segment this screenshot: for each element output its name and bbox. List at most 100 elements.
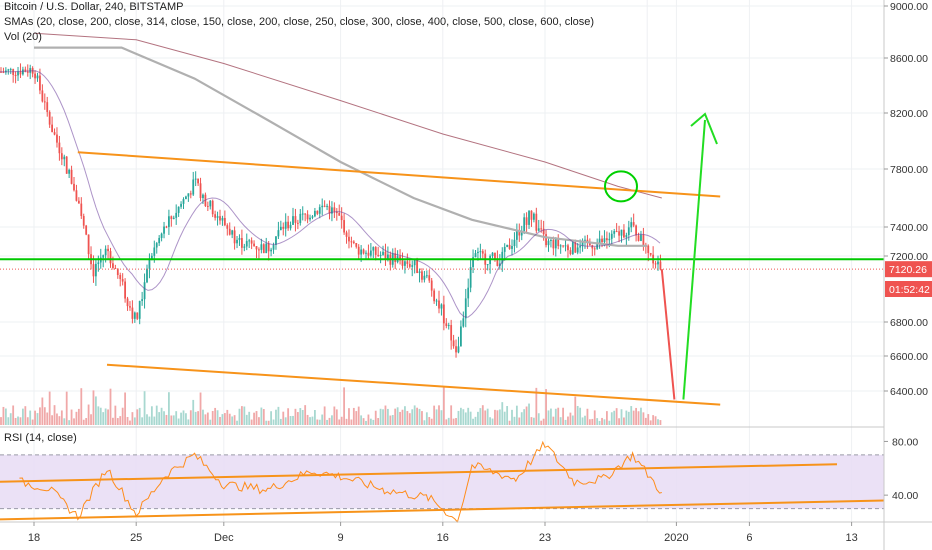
candle-body [501, 251, 504, 264]
candle-body [345, 232, 348, 237]
volume-bar [262, 409, 265, 425]
volume-bar [29, 410, 32, 425]
volume-bar [508, 420, 511, 425]
volume-bar [277, 406, 280, 425]
volume-bar [387, 408, 389, 425]
volume-bar [644, 417, 647, 425]
volume-bar [260, 407, 263, 425]
sma-gray-line [34, 46, 648, 247]
volume-bar [515, 405, 518, 425]
candle-body [75, 190, 78, 201]
candle-body [306, 214, 309, 220]
volume-bar [467, 407, 470, 425]
candle-body [97, 262, 100, 264]
candle-body [438, 300, 440, 309]
candle-body [124, 281, 126, 299]
candle-body [627, 227, 630, 236]
volume-bar [620, 409, 623, 425]
candle-body [7, 69, 10, 71]
candle-body [126, 298, 129, 307]
candle-body [299, 213, 302, 224]
volume-bar [343, 387, 345, 425]
volume-bar [511, 409, 513, 425]
candle-body [365, 252, 367, 254]
time-tick-label: 9 [338, 532, 344, 544]
volume-bar [299, 408, 302, 425]
volume-bar [328, 417, 331, 425]
candle-body [284, 221, 287, 229]
candle-body [136, 312, 139, 319]
volume-bar [175, 411, 178, 425]
volume-bar [17, 416, 19, 425]
volume-bar [148, 416, 151, 425]
candle-body [275, 236, 277, 245]
volume-bar [294, 408, 297, 425]
candle-body [255, 246, 258, 250]
volume-bar [469, 411, 472, 425]
candle-body [603, 238, 606, 243]
volume-bar [557, 407, 560, 425]
candle-body [279, 226, 282, 231]
price-tick-label: 6400.00 [890, 386, 928, 398]
volume-bar [503, 411, 506, 425]
volume-bar [150, 406, 153, 425]
volume-bar [596, 418, 599, 425]
volume-bar [14, 417, 17, 425]
candle-body [19, 71, 22, 75]
volume-bar [231, 416, 234, 425]
candle-body [632, 222, 635, 226]
volume-bar [107, 409, 109, 425]
volume-bar [141, 417, 144, 425]
candle-body [533, 213, 535, 220]
lower-trend-line [106, 363, 721, 406]
volume-bar [7, 417, 10, 425]
volume-bar [494, 409, 496, 425]
candle-body [360, 249, 363, 255]
candle-body [197, 178, 199, 184]
candle-body [321, 205, 324, 208]
candle-body [455, 346, 457, 353]
candle-body [294, 216, 297, 223]
candle-body [68, 169, 71, 174]
candle-body [618, 231, 620, 236]
candle-body [486, 264, 489, 266]
volume-bar [165, 414, 168, 425]
candle-body [216, 216, 219, 218]
candle-body [460, 326, 462, 347]
volume-bar [550, 408, 552, 425]
volume-bar [335, 409, 338, 425]
candle-body [520, 230, 523, 236]
volume-bar [153, 416, 156, 425]
candle-body [289, 224, 292, 229]
volume-bar [65, 391, 68, 425]
candle-body [82, 216, 85, 226]
sma-legend: SMAs (20, close, 200, close, 314, close,… [4, 16, 595, 28]
candle-body [265, 243, 268, 254]
volume-bar [129, 420, 131, 425]
candle-body [155, 243, 158, 248]
candle-body [43, 101, 46, 103]
candle-body [564, 245, 567, 247]
candle-body [343, 220, 345, 233]
candle-body [287, 221, 290, 229]
volume-bar [267, 420, 270, 425]
volume-bar [192, 399, 195, 425]
volume-bar [367, 414, 370, 425]
candle-body [121, 279, 124, 282]
volume-bar [649, 420, 652, 425]
volume-bar [579, 407, 582, 425]
volume-bar [430, 418, 433, 425]
candle-body [404, 261, 406, 266]
volume-bar [22, 408, 24, 425]
volume-bar [51, 415, 53, 425]
volume-bar [613, 410, 616, 425]
volume-bar [121, 407, 124, 425]
candle-body [109, 251, 112, 264]
volume-bar [90, 414, 92, 425]
candle-body [416, 259, 418, 273]
candle-body [199, 183, 202, 199]
volume-bar [489, 417, 491, 425]
candle-body [472, 257, 474, 268]
candle-body [477, 251, 479, 254]
